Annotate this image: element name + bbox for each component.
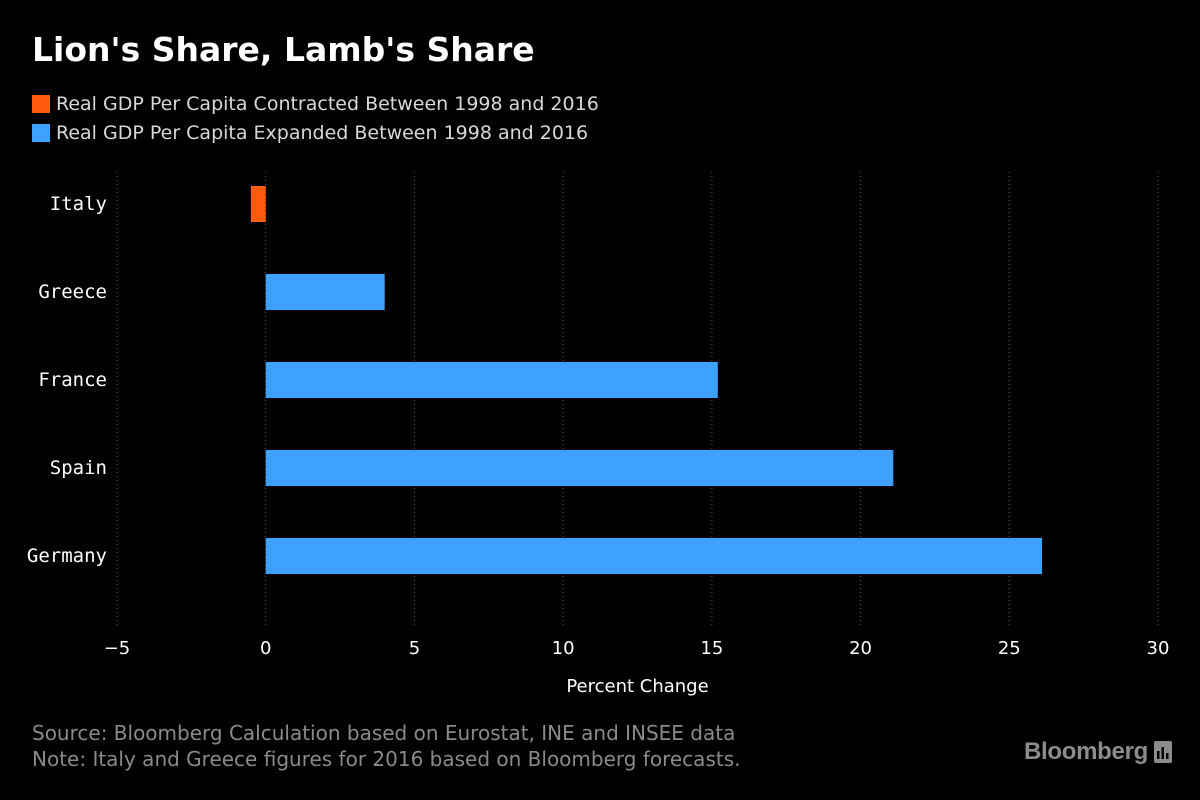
category-label-germany: Germany — [27, 545, 107, 567]
bar-chart: −5 0 5 10 15 20 25 30 Percent Change Italy Greece F… — [27, 172, 1170, 697]
category-label-france: France — [38, 369, 107, 391]
bar-italy — [250, 186, 266, 222]
x-tick-label-3: 10 — [552, 638, 575, 659]
legend-item-contracted: Real GDP Per Capita Contracted Between 1… — [32, 90, 599, 118]
chart-title: Lion's Share, Lamb's Share — [32, 30, 535, 69]
bar-spain — [265, 450, 894, 486]
bloomberg-chart-icon — [1153, 741, 1172, 763]
category-label-spain: Spain — [50, 457, 107, 479]
footer: Source: Bloomberg Calculation based on E… — [32, 720, 740, 772]
x-tick-label-2: 5 — [409, 638, 420, 659]
x-axis-label: Percent Change — [566, 676, 708, 697]
legend-item-expanded: Real GDP Per Capita Expanded Between 199… — [32, 119, 599, 147]
brand-wordmark: Bloomberg — [1024, 738, 1148, 765]
category-label-italy: Italy — [50, 193, 107, 215]
legend: Real GDP Per Capita Contracted Between 1… — [32, 90, 599, 148]
legend-label-contracted: Real GDP Per Capita Contracted Between 1… — [56, 93, 599, 115]
legend-label-expanded: Real GDP Per Capita Expanded Between 199… — [56, 122, 589, 144]
category-label-greece: Greece — [38, 281, 107, 303]
x-tick-label-0: −5 — [104, 638, 131, 659]
x-tick-label-7: 30 — [1147, 638, 1170, 659]
source-note: Source: Bloomberg Calculation based on E… — [32, 721, 736, 745]
forecast-note: Note: Italy and Greece figures for 2016 … — [32, 747, 741, 771]
bar-germany — [265, 538, 1043, 574]
x-tick-label-5: 20 — [849, 638, 872, 659]
x-tick-label-1: 0 — [260, 638, 271, 659]
x-tick-label-6: 25 — [998, 638, 1021, 659]
x-tick-label-4: 15 — [700, 638, 723, 659]
bar-greece — [265, 274, 385, 310]
legend-swatch-contracted — [32, 95, 50, 113]
bloomberg-logo: Bloomberg — [1024, 738, 1172, 766]
bar-france — [265, 362, 718, 398]
legend-swatch-expanded — [32, 124, 50, 142]
